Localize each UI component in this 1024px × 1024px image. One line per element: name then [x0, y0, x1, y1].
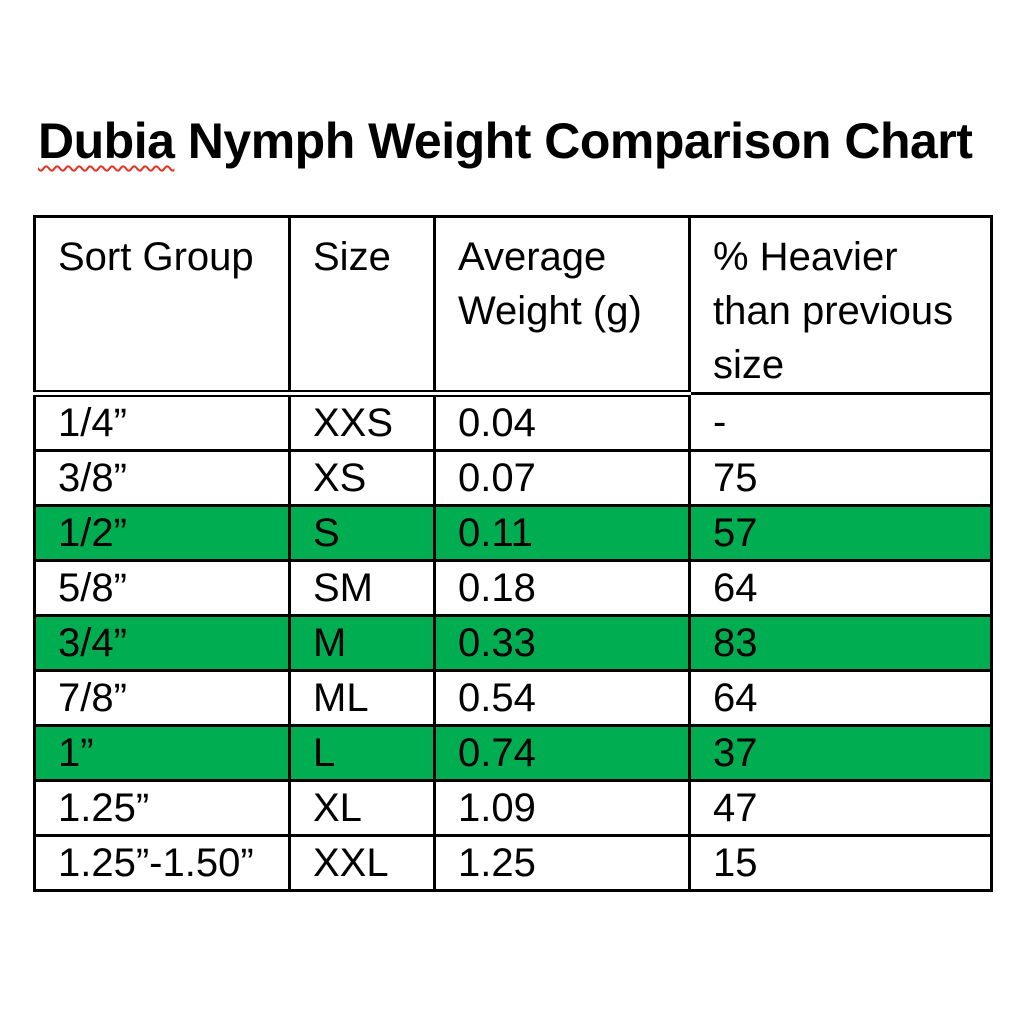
cell-percent-heavier: 15 [688, 834, 993, 892]
cell-average-weight: 0.11 [433, 504, 691, 562]
table-row: 1.25” XL 1.09 47 [33, 779, 993, 837]
table-row: 1.25”-1.50” XXL 1.25 15 [33, 834, 993, 892]
table-row: 1” L 0.74 37 [33, 724, 993, 782]
cell-average-weight: 0.07 [433, 449, 691, 507]
cell-percent-heavier: 64 [688, 669, 993, 727]
col-header-average-weight: Average Weight (g) [433, 215, 691, 397]
col-header-sort-group: Sort Group [33, 215, 291, 397]
cell-percent-heavier: 64 [688, 559, 993, 617]
cell-average-weight: 1.09 [433, 779, 691, 837]
cell-percent-heavier: - [688, 392, 993, 452]
cell-size: ML [288, 669, 436, 727]
table-row: 3/4” M 0.33 83 [33, 614, 993, 672]
page-title-misspelled-word: Dubia [38, 113, 175, 169]
table-row: 1/4” XXS 0.04 - [33, 392, 993, 452]
header-row: Sort Group Size Average Weight (g) % Hea… [33, 215, 993, 397]
cell-sort-group: 1.25”-1.50” [33, 834, 291, 892]
cell-percent-heavier: 83 [688, 614, 993, 672]
cell-average-weight: 0.54 [433, 669, 691, 727]
cell-average-weight: 0.18 [433, 559, 691, 617]
cell-sort-group: 7/8” [33, 669, 291, 727]
cell-percent-heavier: 47 [688, 779, 993, 837]
cell-size: XXS [288, 392, 436, 452]
weight-comparison-table: Sort Group Size Average Weight (g) % Hea… [33, 215, 993, 892]
cell-average-weight: 0.33 [433, 614, 691, 672]
cell-average-weight: 0.04 [433, 392, 691, 452]
cell-sort-group: 1.25” [33, 779, 291, 837]
col-header-percent-heavier: % Heavier than previous size [688, 215, 993, 395]
cell-size: XL [288, 779, 436, 837]
cell-sort-group: 1” [33, 724, 291, 782]
col-header-size: Size [288, 215, 436, 397]
cell-sort-group: 3/4” [33, 614, 291, 672]
cell-size: XXL [288, 834, 436, 892]
cell-size: S [288, 504, 436, 562]
cell-size: XS [288, 449, 436, 507]
cell-average-weight: 1.25 [433, 834, 691, 892]
table-row: 7/8” ML 0.54 64 [33, 669, 993, 727]
cell-size: M [288, 614, 436, 672]
cell-sort-group: 5/8” [33, 559, 291, 617]
table-row: 5/8” SM 0.18 64 [33, 559, 993, 617]
cell-percent-heavier: 57 [688, 504, 993, 562]
cell-size: SM [288, 559, 436, 617]
page-title-remainder: Nymph Weight Comparison Chart [174, 113, 973, 169]
cell-percent-heavier: 75 [688, 449, 993, 507]
table-row: 3/8” XS 0.07 75 [33, 449, 993, 507]
page-title: Dubia Nymph Weight Comparison Chart [38, 112, 973, 170]
cell-average-weight: 0.74 [433, 724, 691, 782]
cell-sort-group: 1/2” [33, 504, 291, 562]
cell-size: L [288, 724, 436, 782]
cell-sort-group: 1/4” [33, 392, 291, 452]
cell-percent-heavier: 37 [688, 724, 993, 782]
cell-sort-group: 3/8” [33, 449, 291, 507]
table-row: 1/2” S 0.11 57 [33, 504, 993, 562]
